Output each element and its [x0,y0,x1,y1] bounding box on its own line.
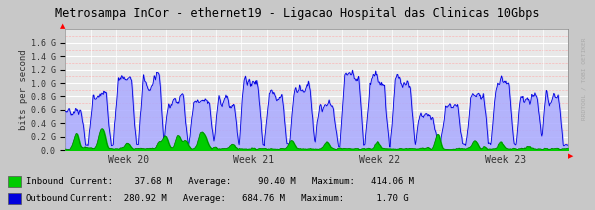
Text: ▲: ▲ [60,23,65,29]
Y-axis label: bits per second: bits per second [19,50,28,130]
Text: RRDTOOL / TOBI OETIKER: RRDTOOL / TOBI OETIKER [582,38,587,120]
Text: Metrosampa InCor - ethernet19 - Ligacao Hospital das Clinicas 10Gbps: Metrosampa InCor - ethernet19 - Ligacao … [55,7,540,20]
Text: Outbound: Outbound [26,194,68,203]
Text: Inbound: Inbound [26,177,68,186]
Text: Current:  280.92 M   Average:   684.76 M   Maximum:      1.70 G: Current: 280.92 M Average: 684.76 M Maxi… [70,194,409,203]
Text: Current:    37.68 M   Average:     90.40 M   Maximum:   414.06 M: Current: 37.68 M Average: 90.40 M Maximu… [70,177,414,186]
Text: ▶: ▶ [568,153,574,159]
